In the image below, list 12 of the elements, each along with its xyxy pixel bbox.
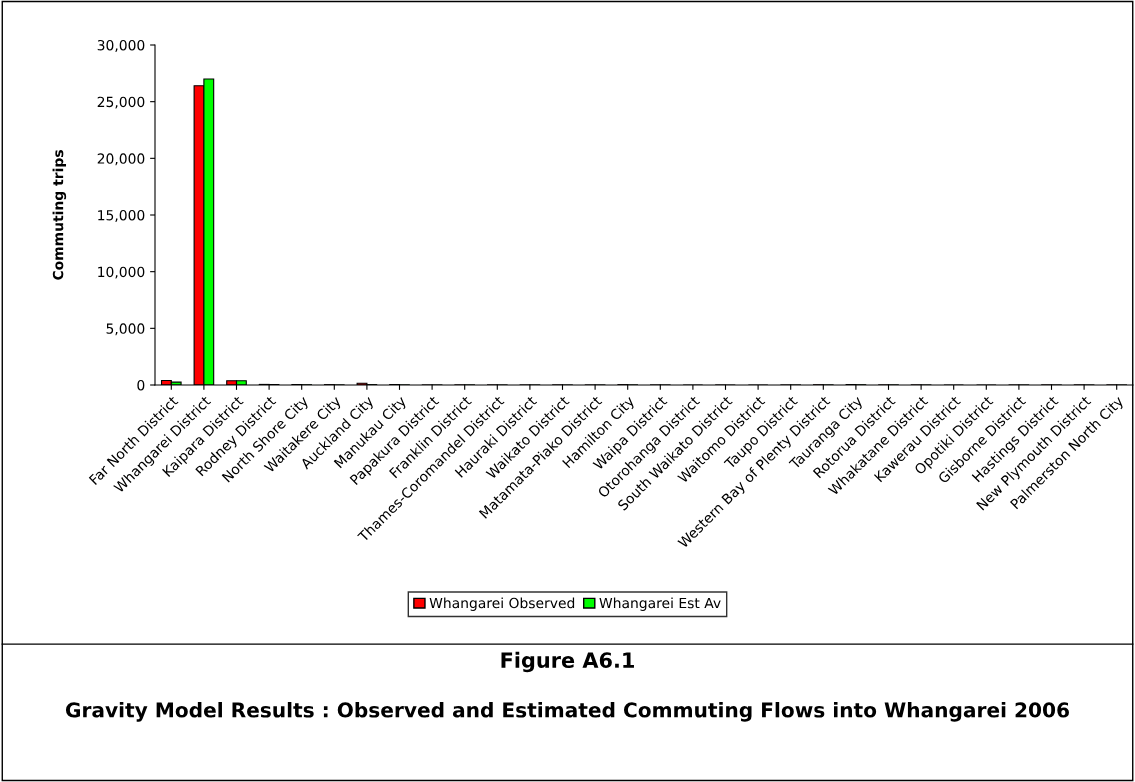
text: Figure A6.1 [501, 651, 634, 673]
y-axis-title: Commuting trips [52, 150, 67, 280]
y-tick-label: 0 [137, 379, 145, 391]
legend-label: Whangarei Est Av [599, 597, 721, 611]
text: Gravity Model Results : Observed and Estimated Commuting Flows into Whangarei 2006 [65, 702, 1069, 722]
y-tick-label: 15,000 [98, 209, 145, 222]
y-tick-label: 25,000 [97, 96, 145, 109]
y-tick-label: 30,000 [97, 39, 145, 52]
y-tick-label: 10,000 [98, 266, 145, 279]
legend-label: Whangarei Observed [429, 597, 575, 611]
y-tick-label: 20,000 [97, 153, 145, 166]
y-tick-label: 5,000 [106, 323, 145, 336]
